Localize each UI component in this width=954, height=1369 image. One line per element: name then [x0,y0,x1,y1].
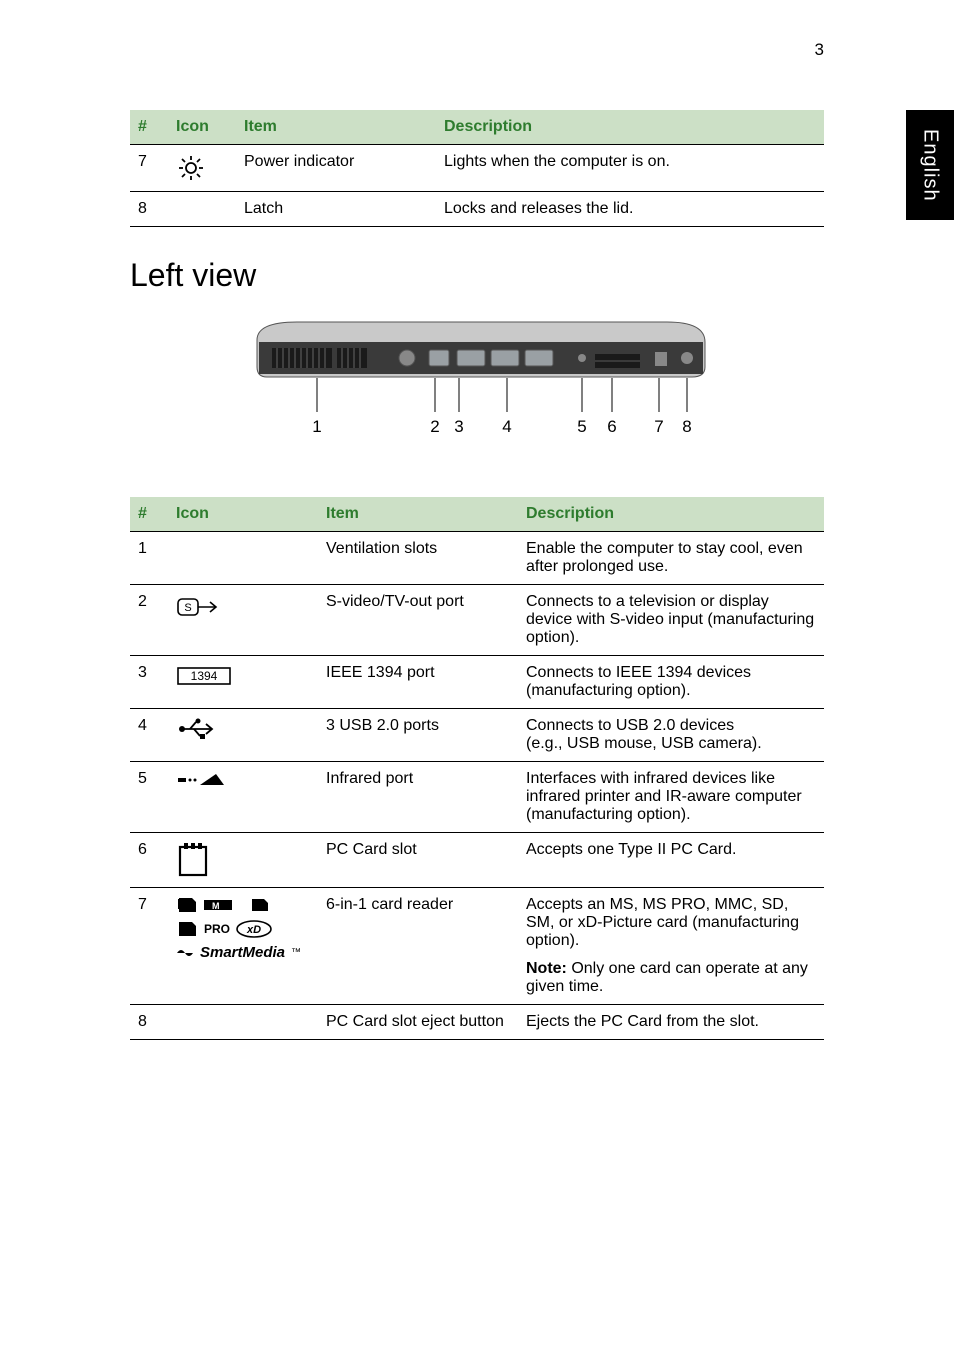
table-row: 5 Infrared port Interfaces with infrared… [130,762,824,833]
cell-num: 7 [130,888,168,1005]
cell-icon [168,833,318,888]
header-desc: Description [518,497,824,532]
cell-desc: Lights when the computer is on. [436,145,824,192]
header-item: Item [318,497,518,532]
top-table: # Icon Item Description 7 [130,110,824,227]
table-row: 3 1394 IEEE 1394 port Connects to IEEE 1… [130,656,824,709]
cell-icon [168,762,318,833]
header-icon: Icon [168,110,236,145]
cell-item: Latch [236,192,436,227]
diagram-label-2: 2 [430,417,439,436]
note-text: Only one card can operate at any given t… [526,960,808,995]
cell-icon [168,709,318,762]
cell-num: 1 [130,532,168,585]
xd-icon: xD [236,920,272,938]
section-title: Left view [130,257,824,294]
table-row: 7 M PRO [130,888,824,1005]
diagram-label-3: 3 [454,417,463,436]
cell-desc: Connects to IEEE 1394 devices (manufactu… [518,656,824,709]
header-num: # [130,110,168,145]
diagram-label-7: 7 [654,417,663,436]
table-row: 2 S S-video/TV-out port Connects to a te… [130,585,824,656]
cell-icon [168,1005,318,1040]
left-view-diagram: 1 2 3 4 5 6 7 8 [130,312,824,457]
power-indicator-icon [176,153,206,183]
main-table: # Icon Item Description 1 Ventilation sl… [130,497,824,1040]
mmc-icon [250,897,270,913]
svideo-icon: S [176,593,226,621]
svg-text:1394: 1394 [191,669,218,683]
desc-text: Accepts an MS, MS PRO, MMC, SD, SM, or x… [526,896,816,950]
sd-icon [176,896,198,914]
cell-desc: Connects to a television or display devi… [518,585,824,656]
cell-num: 4 [130,709,168,762]
smartmedia-label: SmartMedia [200,944,285,961]
svg-text:S: S [184,602,191,614]
cell-icon: M PRO xD SmartMedia™ [168,888,318,1005]
cell-icon: 1394 [168,656,318,709]
cell-num: 2 [130,585,168,656]
cell-item: Power indicator [236,145,436,192]
pro-label: PRO [204,922,230,936]
laptop-left-side-icon: 1 2 3 4 5 6 7 8 [237,312,717,452]
svg-text:M: M [212,901,220,911]
cell-item: 3 USB 2.0 ports [318,709,518,762]
table-row: 8 PC Card slot eject button Ejects the P… [130,1005,824,1040]
diagram-label-5: 5 [577,417,586,436]
diagram-label-8: 8 [682,417,691,436]
svg-text:xD: xD [246,924,261,936]
cell-num: 8 [130,192,168,227]
cell-icon: S [168,585,318,656]
cell-num: 5 [130,762,168,833]
cell-desc: Accepts an MS, MS PRO, MMC, SD, SM, or x… [518,888,824,1005]
cell-desc: Ejects the PC Card from the slot. [518,1005,824,1040]
diagram-label-4: 4 [502,417,511,436]
cell-desc: Enable the computer to stay cool, even a… [518,532,824,585]
header-icon: Icon [168,497,318,532]
cell-num: 3 [130,656,168,709]
cell-icon [168,532,318,585]
diagram-label-1: 1 [312,417,321,436]
ieee1394-icon: 1394 [176,664,232,688]
table-row: 1 Ventilation slots Enable the computer … [130,532,824,585]
language-tab-label: English [919,129,942,202]
cell-item: PC Card slot eject button [318,1005,518,1040]
cell-num: 8 [130,1005,168,1040]
header-desc: Description [436,110,824,145]
diagram-label-6: 6 [607,417,616,436]
cell-desc: Accepts one Type II PC Card. [518,833,824,888]
table-row: 6 PC Card slot Accepts one Type II PC Ca… [130,833,824,888]
language-tab: English [906,110,954,220]
cell-item: 6-in-1 card reader [318,888,518,1005]
cell-num: 6 [130,833,168,888]
note-label: Note: [526,960,567,977]
smartmedia-icon [176,946,194,960]
table-header-row: # Icon Item Description [130,110,824,145]
cell-item: S-video/TV-out port [318,585,518,656]
infrared-icon [176,770,226,790]
header-item: Item [236,110,436,145]
cell-icon [168,145,236,192]
sd-icon [176,920,198,938]
page-content: # Icon Item Description 7 [0,0,954,1090]
cell-desc: Interfaces with infrared devices like in… [518,762,824,833]
cell-item: Infrared port [318,762,518,833]
table-row: 4 3 USB 2.0 ports Connects to USB 2.0 de… [130,709,824,762]
cell-item: IEEE 1394 port [318,656,518,709]
pc-card-icon [176,841,210,879]
header-num: # [130,497,168,532]
memorystick-icon: M [204,897,244,913]
desc-note: Note: Only one card can operate at any g… [526,960,816,996]
cell-desc: Connects to USB 2.0 devices (e.g., USB m… [518,709,824,762]
cell-num: 7 [130,145,168,192]
cell-icon [168,192,236,227]
cell-item: PC Card slot [318,833,518,888]
cell-item: Ventilation slots [318,532,518,585]
usb-icon [176,717,218,741]
table-row: 8 Latch Locks and releases the lid. [130,192,824,227]
table-header-row: # Icon Item Description [130,497,824,532]
table-row: 7 Power indicator [130,145,824,192]
cell-desc: Locks and releases the lid. [436,192,824,227]
page-number: 3 [815,40,824,60]
